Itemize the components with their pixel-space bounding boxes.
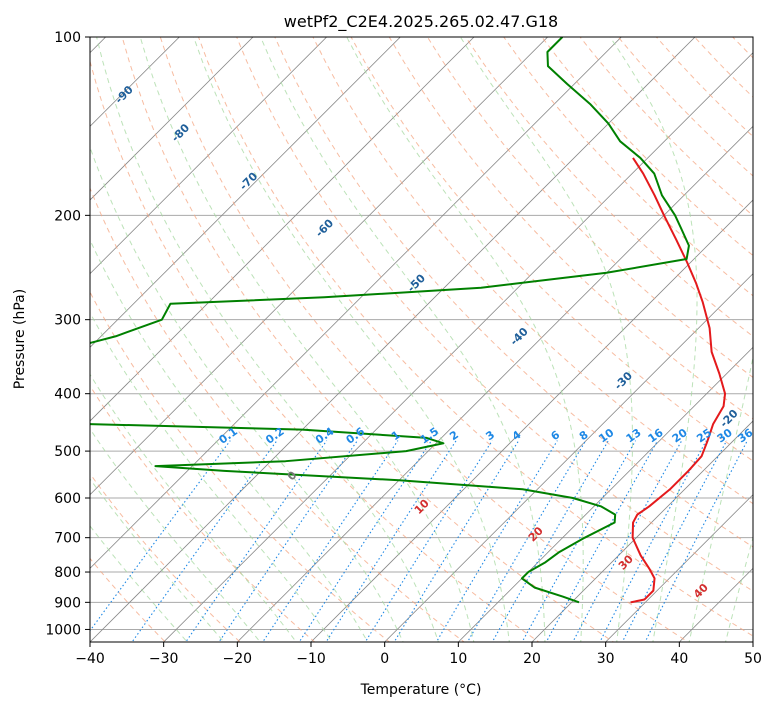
- x-tick-label: 40: [670, 651, 688, 667]
- dry-adiabat-310: [159, 37, 690, 642]
- mixing-ratio-line-30: [621, 440, 728, 642]
- y-tick-label: 200: [54, 208, 81, 224]
- isotherm--50: [90, 37, 622, 569]
- y-tick-label: 400: [54, 387, 81, 403]
- mixing-ratio-line-1.5: [298, 440, 432, 642]
- dry-adiabat-330: [236, 37, 753, 592]
- moist-adiabat--5: [90, 238, 369, 642]
- isotherm--60: [90, 37, 549, 496]
- x-tick-label: 50: [744, 651, 762, 667]
- x-tick-label: −20: [223, 651, 253, 667]
- mixing-ratio-line-4: [393, 440, 520, 642]
- x-tick-label: −10: [296, 651, 326, 667]
- mixing-ratio-line-36: [644, 440, 748, 642]
- mixing-ratio-line-20: [572, 440, 683, 642]
- y-axis-label: Pressure (hPa): [12, 289, 28, 389]
- mixing-ratio-label: 36: [735, 426, 755, 446]
- x-axis-label: Temperature (°C): [360, 682, 482, 698]
- mixing-ratio-line-16: [545, 440, 659, 642]
- mixing-ratio-line-0.2: [131, 440, 278, 642]
- dry-adiabat-340: [274, 37, 753, 548]
- mixing-ratio-line-25: [599, 440, 707, 642]
- axis-layer: −40 −30 −20 −10 0 10 20 30 40 50 100 200 300 400 500 60…: [45, 30, 762, 667]
- dry-adiabat-300: [121, 37, 615, 642]
- isotherm-10: [457, 346, 753, 642]
- x-tick-label: 30: [597, 651, 615, 667]
- y-tick-label: 900: [54, 595, 81, 611]
- dry-adiabat-270: [90, 291, 391, 642]
- moist-adiabat-0: [90, 145, 404, 642]
- mixing-ratio-line-0.6: [218, 440, 358, 642]
- y-tick-label: 700: [54, 531, 81, 547]
- plot-frame: [89, 36, 754, 643]
- chart-title: wetPf2_C2E4.2025.265.02.47.G18: [284, 12, 558, 32]
- dry-adiabat-290: [90, 59, 540, 642]
- isotherm--80: [90, 37, 401, 348]
- isotherm-30: [605, 494, 753, 642]
- temperature-line: [630, 157, 727, 604]
- y-tick-label: 600: [54, 491, 81, 507]
- y-tick-label: 800: [54, 565, 81, 581]
- mixing-ratio-line-0.4: [185, 440, 328, 642]
- y-tick-label: 100: [54, 30, 81, 46]
- moist-adiabat--25: [90, 478, 225, 642]
- isotherm--90: [90, 37, 328, 275]
- isotherm--40: [90, 37, 696, 642]
- isotherm--70: [90, 37, 475, 422]
- grid-layer: [90, 37, 753, 642]
- x-tick-label: 10: [449, 651, 467, 667]
- x-tick-label: 20: [523, 651, 541, 667]
- moist-adiabat-25: [346, 37, 584, 642]
- moist-adiabat-40: [688, 354, 753, 642]
- y-tick-label: 1000: [45, 622, 81, 638]
- mixing-ratio-line-3: [364, 440, 493, 642]
- moist-adiabat--30: [90, 525, 188, 642]
- mixing-ratio-line-8: [466, 440, 587, 642]
- isotherm--10: [310, 199, 753, 642]
- dewpoint-line: [90, 37, 690, 604]
- dry-adiabat-390: [464, 37, 753, 337]
- x-tick-label: −30: [149, 651, 179, 667]
- data-layer: [90, 37, 727, 604]
- x-tick-label: −40: [75, 651, 105, 667]
- moist-adiabat-5: [96, 37, 439, 642]
- mixing-ratio-line-10: [491, 440, 609, 642]
- y-tick-label: 500: [54, 444, 81, 460]
- isotherm--110: [90, 37, 180, 127]
- moist-adiabat--10: [90, 311, 333, 642]
- isotherm--100: [90, 37, 254, 201]
- moist-adiabat--20: [90, 428, 261, 642]
- moist-adiabat-15: [193, 37, 510, 642]
- y-tick-label: 300: [54, 313, 81, 329]
- mixing-ratio-line-13: [521, 440, 637, 642]
- isotherm--20: [236, 125, 753, 642]
- moist-adiabat-20: [260, 37, 546, 642]
- isotherm--30: [163, 52, 753, 642]
- dry-adiabat-260: [90, 384, 316, 642]
- dry-adiabat-320: [197, 37, 753, 637]
- x-tick-label: 0: [380, 651, 389, 667]
